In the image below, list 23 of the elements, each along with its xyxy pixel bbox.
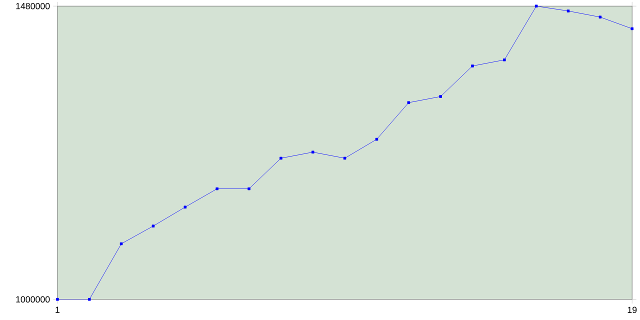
- point: [184, 206, 187, 208]
- point: [407, 101, 410, 104]
- y-tick-label: 1480000: [16, 2, 50, 10]
- point: [56, 298, 59, 301]
- point: [88, 298, 91, 301]
- point: [152, 224, 155, 228]
- point: [566, 10, 570, 12]
- point: [439, 95, 442, 98]
- point: [503, 58, 506, 62]
- point: [280, 156, 282, 160]
- point: [630, 27, 634, 30]
- point: [120, 242, 123, 246]
- x-tick-label: 1: [56, 306, 60, 313]
- point: [216, 187, 218, 190]
- point: [343, 156, 346, 160]
- point: [534, 4, 538, 8]
- x-tick-label: 19: [628, 306, 637, 313]
- point: [598, 16, 602, 18]
- point: [375, 138, 378, 141]
- point: [248, 187, 250, 190]
- y-tick-label: 1000000: [16, 296, 50, 302]
- point: [471, 64, 474, 68]
- point: [311, 150, 314, 154]
